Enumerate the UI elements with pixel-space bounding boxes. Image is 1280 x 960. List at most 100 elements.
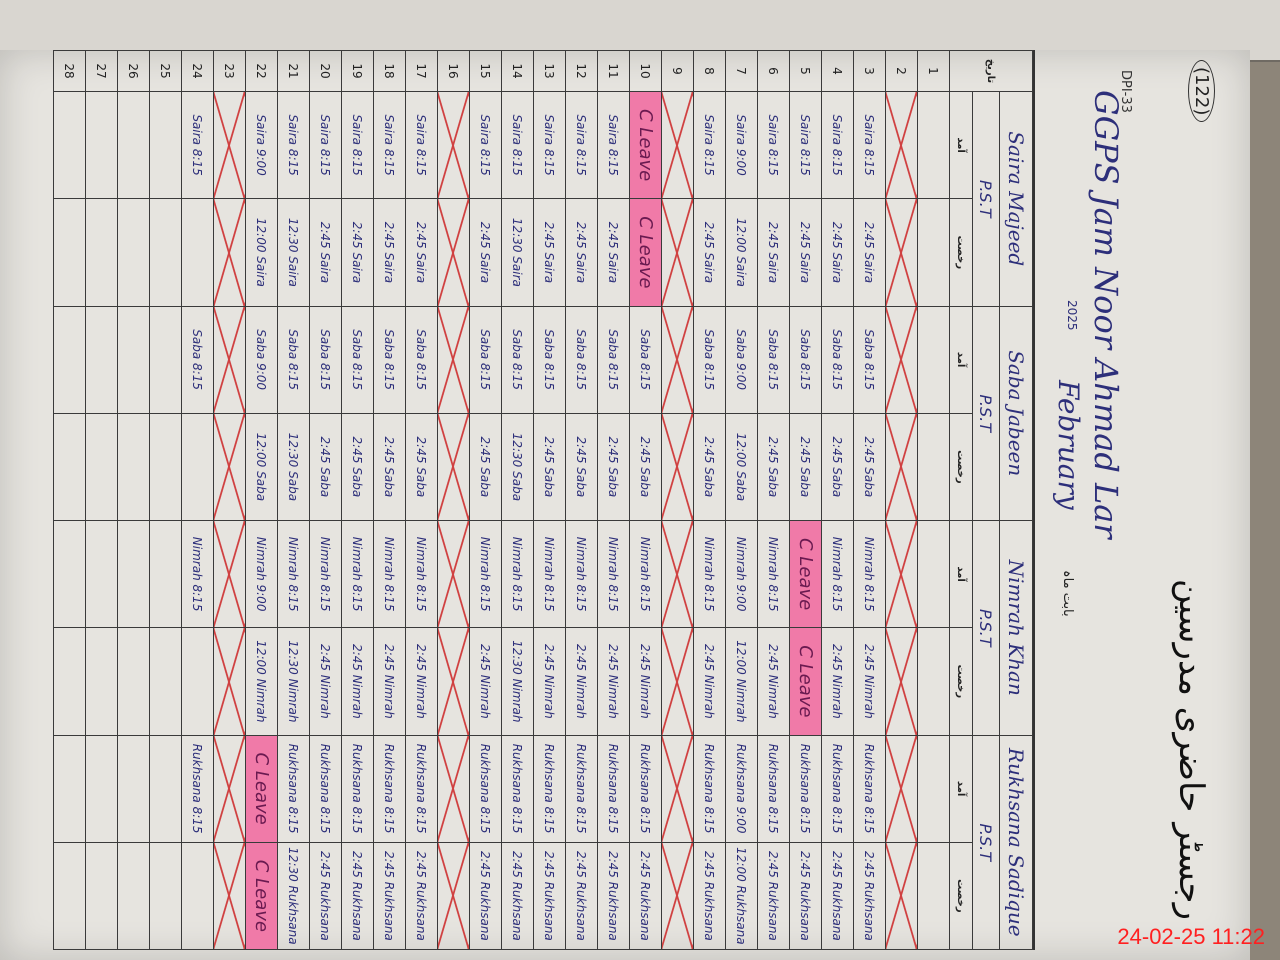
- day-cell: 6: [757, 50, 790, 92]
- attendance-cell: [117, 413, 150, 521]
- attendance-cell: Saira 8:15: [181, 91, 214, 199]
- attendance-cell: Nimrah 8:15: [629, 520, 662, 628]
- day-cell: 16: [437, 50, 470, 92]
- attendance-cell: Rukhsana 8:15: [501, 735, 534, 843]
- attendance-cell: Saira 8:15: [821, 91, 854, 199]
- attendance-cell: [85, 735, 118, 843]
- table-row: 2: [885, 50, 918, 950]
- attendance-cell: Saba 8:15: [757, 306, 790, 414]
- attendance-cell: [149, 91, 182, 199]
- teacher-post: P.S.T: [972, 735, 1000, 950]
- attendance-cell: Saba 9:00: [725, 306, 758, 414]
- attendance-cell: Saba 8:15: [405, 306, 438, 414]
- arrival-header: آمد: [949, 735, 973, 843]
- day-cell: 19: [341, 50, 374, 92]
- day-cell: 13: [533, 50, 566, 92]
- table-row: 23: [213, 50, 246, 950]
- attendance-cell: [117, 91, 150, 199]
- attendance-cell: [117, 842, 150, 950]
- attendance-cell: [117, 520, 150, 628]
- attendance-cell: 12:30 Saira: [501, 198, 534, 306]
- leave-cell: C Leave: [245, 842, 278, 950]
- day-cell: 24: [181, 50, 214, 92]
- holiday-cross-cell: [213, 520, 246, 628]
- attendance-cell: Saira 8:15: [533, 91, 566, 199]
- day-cell: 7: [725, 50, 758, 92]
- attendance-cell: [149, 198, 182, 306]
- arrival-header: آمد: [949, 520, 973, 628]
- departure-header: رخصت: [949, 627, 973, 735]
- day-cell: 1: [917, 50, 950, 92]
- page-number: (122): [1188, 60, 1215, 123]
- attendance-cell: 2:45 Rukhsana: [597, 842, 630, 950]
- attendance-cell: [85, 198, 118, 306]
- day-cell: 22: [245, 50, 278, 92]
- attendance-register: (122) رجسٹر حاضری مدرسین DPI-33 GGPS Jam…: [5, 50, 1225, 950]
- table-row: 14 Saira 8:15 12:30 Saira Saba 8:15 12:30 Sa…: [501, 50, 534, 950]
- attendance-cell: [85, 520, 118, 628]
- holiday-cross-cell: [213, 842, 246, 950]
- leave-cell: C Leave: [629, 91, 662, 199]
- attendance-cell: [917, 520, 950, 628]
- attendance-cell: [917, 306, 950, 414]
- teacher-name: Rukhsana Sadique: [999, 735, 1033, 950]
- attendance-cell: 2:45 Rukhsana: [469, 842, 502, 950]
- attendance-cell: Nimrah 8:15: [853, 520, 886, 628]
- holiday-cross-cell: [885, 198, 918, 306]
- attendance-cell: 2:45 Nimrah: [405, 627, 438, 735]
- attendance-cell: 2:45 Saba: [853, 413, 886, 521]
- attendance-cell: 2:45 Saba: [597, 413, 630, 521]
- table-row: 3 Saira 8:15 2:45 Saira Saba 8:15 2:45 Saba N…: [853, 50, 886, 950]
- attendance-cell: 2:45 Saira: [309, 198, 342, 306]
- attendance-cell: 12:00 Saba: [725, 413, 758, 521]
- attendance-cell: 2:45 Saba: [757, 413, 790, 521]
- holiday-cross-cell: [437, 627, 470, 735]
- register-title: رجسٹر حاضری مدرسین: [1171, 578, 1211, 920]
- day-cell: 2: [885, 50, 918, 92]
- attendance-cell: 2:45 Rukhsana: [629, 842, 662, 950]
- table-row: 5 Saira 8:15 2:45 Saira Saba 8:15 2:45 Saba C…: [789, 50, 822, 950]
- attendance-cell: 2:45 Rukhsana: [501, 842, 534, 950]
- holiday-cross-cell: [437, 91, 470, 199]
- attendance-cell: 12:00 Nimrah: [245, 627, 278, 735]
- attendance-cell: Rukhsana 9:00: [725, 735, 758, 843]
- day-cell: 27: [85, 50, 118, 92]
- table-row: 10 C Leave C Leave Saba 8:15 2:45 Saba Nimrah…: [629, 50, 662, 950]
- table-row: 16: [437, 50, 470, 950]
- camera-timestamp: 24-02-25 11:22: [1117, 924, 1265, 949]
- leave-cell: C Leave: [789, 520, 822, 628]
- day-cell: 11: [597, 50, 630, 92]
- attendance-cell: Saba 9:00: [245, 306, 278, 414]
- table-row: 11 Saira 8:15 2:45 Saira Saba 8:15 2:45 Saba…: [597, 50, 630, 950]
- day-cell: 14: [501, 50, 534, 92]
- attendance-cell: [85, 627, 118, 735]
- attendance-cell: 2:45 Saira: [821, 198, 854, 306]
- attendance-cell: 2:45 Saira: [469, 198, 502, 306]
- day-cell: 23: [213, 50, 246, 92]
- holiday-cross-cell: [885, 735, 918, 843]
- departure-header: رخصت: [949, 198, 973, 306]
- attendance-cell: Rukhsana 8:15: [405, 735, 438, 843]
- day-cell: 28: [53, 50, 86, 92]
- teacher-name: Saba Jabeen: [999, 306, 1033, 521]
- table-row: 13 Saira 8:15 2:45 Saira Saba 8:15 2:45 Saba…: [533, 50, 566, 950]
- holiday-cross-cell: [885, 520, 918, 628]
- holiday-cross-cell: [885, 306, 918, 414]
- holiday-cross-cell: [213, 413, 246, 521]
- attendance-cell: Rukhsana 8:15: [597, 735, 630, 843]
- attendance-cell: [181, 627, 214, 735]
- attendance-cell: Saira 8:15: [757, 91, 790, 199]
- attendance-cell: Saira 8:15: [565, 91, 598, 199]
- attendance-cell: 2:45 Saira: [341, 198, 374, 306]
- day-cell: 25: [149, 50, 182, 92]
- attendance-cell: Rukhsana 8:15: [277, 735, 310, 843]
- attendance-cell: Saba 8:15: [277, 306, 310, 414]
- attendance-cell: 12:00 Saba: [245, 413, 278, 521]
- attendance-cell: [149, 842, 182, 950]
- attendance-cell: [85, 91, 118, 199]
- holiday-cross-cell: [885, 842, 918, 950]
- attendance-cell: Saira 9:00: [725, 91, 758, 199]
- attendance-cell: Saira 8:15: [789, 91, 822, 199]
- attendance-cell: Nimrah 8:15: [501, 520, 534, 628]
- attendance-cell: 2:45 Saira: [533, 198, 566, 306]
